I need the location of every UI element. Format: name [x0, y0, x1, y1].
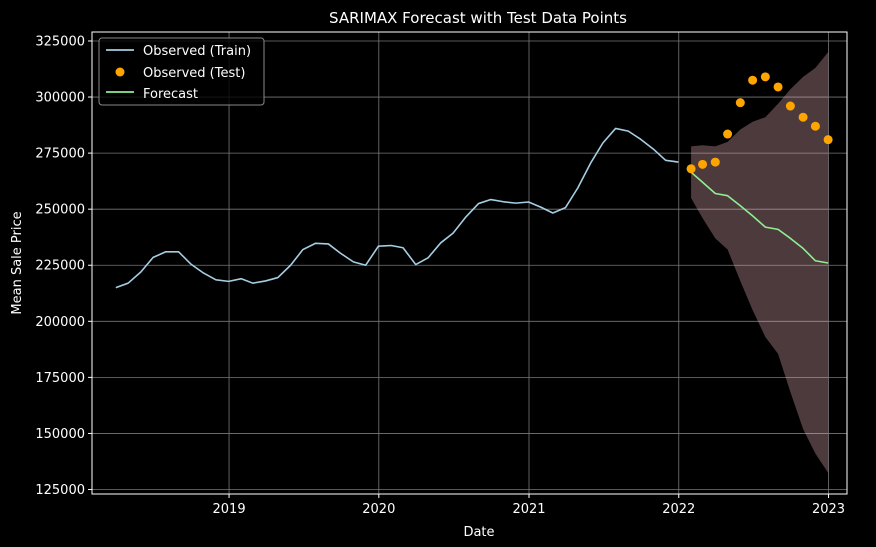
x-axis-label: Date [463, 525, 494, 540]
y-tick-label: 250000 [35, 203, 85, 218]
legend-box [98, 37, 265, 106]
legend: Observed (Train) Observed (Test) Forecas… [98, 37, 265, 106]
y-tick-label: 300000 [35, 91, 85, 106]
series-lines [115, 127, 829, 289]
y-tick-label: 125000 [35, 483, 85, 498]
test-point [760, 72, 770, 82]
confidence-band [691, 52, 829, 473]
legend-test-swatch [115, 67, 125, 77]
test-point [748, 75, 758, 85]
test-point [710, 157, 720, 167]
test-point [798, 112, 808, 122]
x-axis-ticks: 2019 2020 2021 2022 2023 [213, 494, 845, 517]
chart-title: SARIMAX Forecast with Test Data Points [329, 9, 627, 27]
y-tick-label: 225000 [35, 259, 85, 274]
y-tick-label: 200000 [35, 315, 85, 330]
confidence-band-area [691, 52, 829, 473]
y-tick-label: 325000 [35, 34, 85, 49]
legend-forecast-label: Forecast [143, 87, 198, 102]
test-point [723, 129, 733, 139]
x-tick-label: 2020 [362, 502, 395, 517]
test-point [698, 159, 708, 169]
x-tick-label: 2023 [812, 502, 845, 517]
y-axis-ticks: 125000 150000 175000 200000 225000 250000 2750… [35, 34, 92, 498]
y-tick-label: 275000 [35, 147, 85, 162]
test-point [810, 121, 820, 131]
test-point [735, 98, 745, 108]
plot-frame [91, 31, 848, 495]
test-point [823, 135, 833, 145]
legend-test-label: Observed (Test) [143, 66, 245, 81]
test-point [686, 164, 696, 174]
forecast-line [690, 171, 829, 264]
test-point [773, 82, 783, 92]
y-axis-label: Mean Sale Price [10, 211, 25, 314]
grid [92, 32, 847, 494]
y-tick-label: 175000 [35, 371, 85, 386]
y-tick-label: 150000 [35, 427, 85, 442]
test-points [686, 72, 833, 174]
test-point [785, 101, 795, 111]
x-tick-label: 2021 [512, 502, 545, 517]
x-tick-label: 2022 [662, 502, 695, 517]
train-line [115, 127, 679, 289]
legend-train-label: Observed (Train) [143, 44, 251, 59]
x-tick-label: 2019 [213, 502, 246, 517]
